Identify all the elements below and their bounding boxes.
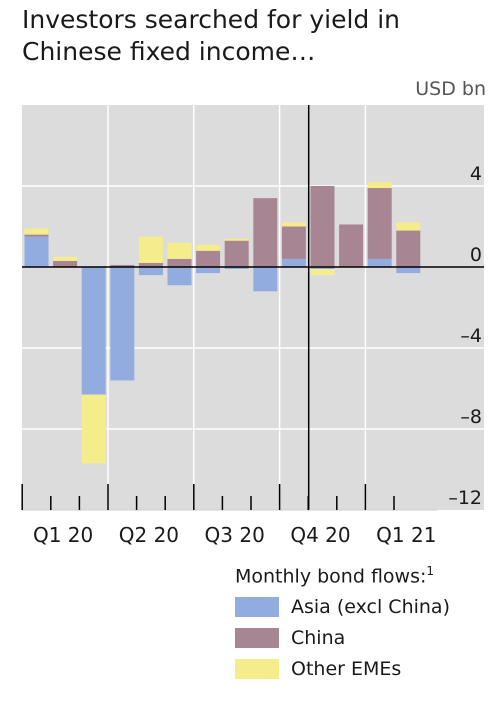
bar-segment-china <box>310 186 335 267</box>
legend-swatch-asia <box>235 596 279 617</box>
bar-segment-china <box>53 260 78 267</box>
legend-swatch-china <box>235 627 279 648</box>
bar-segment-china <box>396 230 421 267</box>
legend-item-asia: Asia (excl China) <box>235 591 450 622</box>
x-tick-label: Q1 21 <box>376 523 436 547</box>
y-tick-label: –8 <box>460 406 482 428</box>
bar-segment-china <box>253 198 278 267</box>
bar-segment-other-emes <box>224 238 249 241</box>
bar-segment-other-emes <box>281 222 306 227</box>
bar-segment-asia <box>396 267 421 274</box>
bar-segment-china <box>110 264 135 267</box>
legend-item-other-emes: Other EMEs <box>235 653 450 684</box>
bar-segment-china <box>224 240 249 267</box>
bar-segment-asia <box>138 267 163 276</box>
y-tick-label: 0 <box>470 244 482 266</box>
bar-segment-china <box>167 258 192 267</box>
bar-segment-other-emes <box>81 394 106 464</box>
bar-segment-other-emes <box>367 181 392 189</box>
legend-swatch-other-emes <box>235 658 279 679</box>
bar-segment-asia <box>367 258 392 267</box>
legend-title-text: Monthly bond flows: <box>235 565 427 588</box>
x-tick-label: Q3 20 <box>205 523 265 547</box>
bar-segment-other-emes <box>396 222 421 231</box>
bar-segment-asia <box>24 236 49 267</box>
bar-segment-china <box>367 188 392 259</box>
y-tick-label: –12 <box>448 487 482 509</box>
legend-item-china: China <box>235 622 450 653</box>
legend-label-china: China <box>291 626 346 649</box>
chart-title: Investors searched for yield in Chinese … <box>22 5 401 66</box>
x-tick-label: Q2 20 <box>119 523 179 547</box>
y-tick-label: 4 <box>470 163 482 185</box>
bar-segment-asia <box>224 267 249 270</box>
bar-segment-other-emes <box>53 256 78 261</box>
y-tick-label: –4 <box>460 325 482 347</box>
bar-segment-china <box>196 250 221 267</box>
bar-segment-asia <box>310 267 335 270</box>
legend: Monthly bond flows:1 Asia (excl China) C… <box>235 564 450 684</box>
bar-segment-other-emes <box>138 236 163 263</box>
x-tick-label: Q1 20 <box>33 523 93 547</box>
bar-segment-asia <box>110 267 135 381</box>
bar-segment-other-emes <box>310 269 335 276</box>
legend-footnote: 1 <box>426 564 435 578</box>
bar-segment-asia <box>281 258 306 267</box>
bar-segment-other-emes <box>167 242 192 259</box>
bar-segment-china <box>339 224 364 267</box>
bar-segment-asia <box>196 267 221 274</box>
bar-segment-china <box>281 226 306 259</box>
legend-title: Monthly bond flows:1 <box>235 564 450 587</box>
legend-label-other-emes: Other EMEs <box>291 657 402 680</box>
bar-segment-china <box>138 262 163 267</box>
unit-label: USD bn <box>415 78 486 100</box>
bar-segment-other-emes <box>24 228 49 235</box>
legend-label-asia: Asia (excl China) <box>291 595 450 618</box>
bar-segment-other-emes <box>196 244 221 251</box>
x-tick-label: Q4 20 <box>290 523 350 547</box>
bar-segment-china <box>24 234 49 237</box>
bar-segment-asia <box>167 267 192 286</box>
bar-segment-asia <box>81 267 106 395</box>
bar-segment-asia <box>253 267 278 292</box>
